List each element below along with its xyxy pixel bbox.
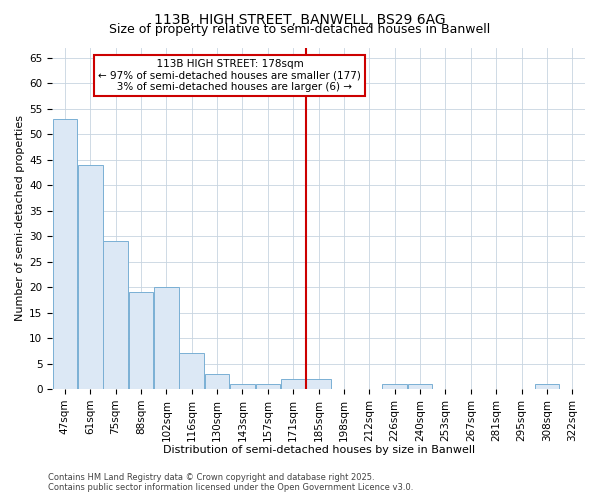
Bar	[306, 379, 331, 389]
Bar	[103, 241, 128, 389]
Text: Size of property relative to semi-detached houses in Banwell: Size of property relative to semi-detach…	[109, 22, 491, 36]
Bar	[256, 384, 280, 389]
Bar	[230, 384, 255, 389]
Bar	[408, 384, 433, 389]
Bar	[205, 374, 229, 389]
Text: 113B HIGH STREET: 178sqm  
← 97% of semi-detached houses are smaller (177)
   3%: 113B HIGH STREET: 178sqm ← 97% of semi-d…	[98, 59, 361, 92]
Bar	[535, 384, 559, 389]
Bar	[154, 287, 179, 389]
Text: 113B, HIGH STREET, BANWELL, BS29 6AG: 113B, HIGH STREET, BANWELL, BS29 6AG	[154, 12, 446, 26]
Bar	[179, 354, 204, 389]
Bar	[382, 384, 407, 389]
Bar	[53, 119, 77, 389]
Y-axis label: Number of semi-detached properties: Number of semi-detached properties	[15, 115, 25, 321]
Bar	[78, 164, 103, 389]
Text: Contains HM Land Registry data © Crown copyright and database right 2025.
Contai: Contains HM Land Registry data © Crown c…	[48, 473, 413, 492]
X-axis label: Distribution of semi-detached houses by size in Banwell: Distribution of semi-detached houses by …	[163, 445, 475, 455]
Bar	[281, 379, 305, 389]
Bar	[128, 292, 153, 389]
